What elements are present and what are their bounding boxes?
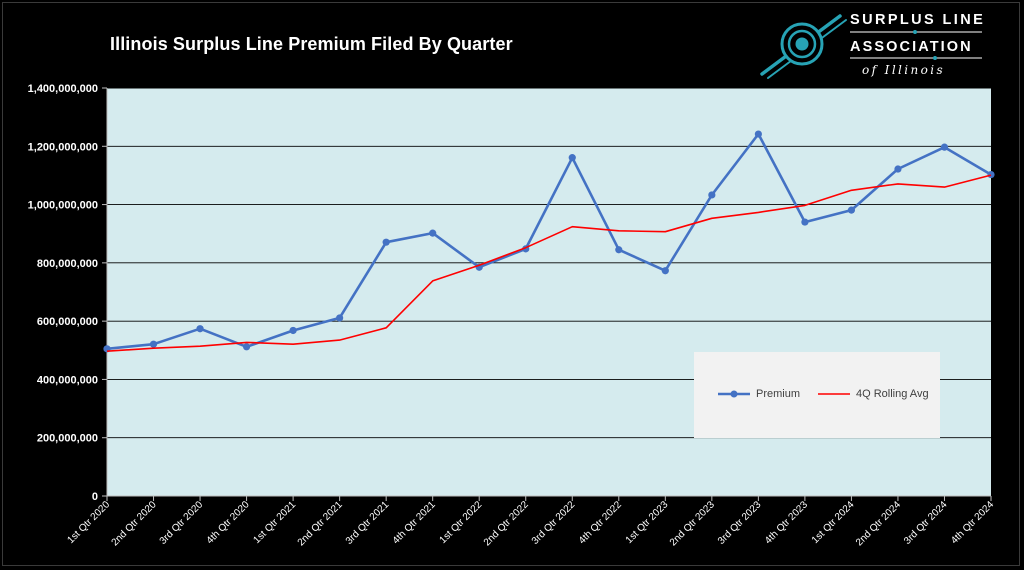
legend-swatch-rolling-avg — [818, 393, 850, 395]
x-tick-label: 1st Qtr 2022 — [438, 499, 485, 546]
legend-item-premium: Premium — [718, 388, 800, 400]
y-tick-label: 400,000,000 — [37, 374, 98, 386]
x-tick-label: 2nd Qtr 2021 — [296, 499, 345, 548]
y-tick-label: 1,400,000,000 — [28, 83, 98, 95]
legend-label-rolling-avg: 4Q Rolling Avg — [856, 388, 929, 400]
x-tick-label: 4th Qtr 2020 — [205, 499, 252, 546]
x-tick-label: 3rd Qtr 2022 — [530, 499, 578, 547]
data-point-premium — [568, 154, 576, 162]
legend-item-rolling-avg: 4Q Rolling Avg — [818, 388, 929, 400]
x-tick-label: 2nd Qtr 2022 — [482, 499, 531, 548]
x-tick-label: 4th Qtr 2021 — [391, 499, 438, 546]
series-line-premium — [106, 132, 992, 351]
data-point-premium — [708, 191, 716, 199]
data-point-premium — [940, 143, 949, 151]
data-point-premium — [754, 130, 762, 138]
y-tick-label: 1,200,000,000 — [28, 141, 98, 153]
data-point-premium — [615, 246, 623, 254]
legend: Premium 4Q Rolling Avg — [694, 352, 940, 438]
y-axis: 0 200,000,000 400,000,000 600,000,000 800,00… — [28, 83, 108, 503]
logo-text-line1: SURPLUS LINE — [850, 12, 986, 28]
y-tick-label: 800,000,000 — [37, 258, 98, 270]
x-tick-label: 1st Qtr 2020 — [65, 499, 112, 546]
x-tick-label: 3rd Qtr 2021 — [344, 499, 392, 547]
x-tick-label: 2nd Qtr 2024 — [854, 499, 903, 548]
data-point-premium — [429, 229, 437, 237]
y-tick-label: 600,000,000 — [37, 316, 98, 328]
data-point-premium — [336, 314, 344, 322]
y-tick-label: 1,000,000,000 — [28, 200, 98, 212]
series-group — [103, 130, 995, 353]
association-logo: SURPLUS LINE ASSOCIATION of Illinois — [760, 8, 990, 80]
x-tick-label: 1st Qtr 2021 — [252, 499, 299, 546]
logo-emblem-icon — [760, 14, 982, 79]
x-tick-label: 1st Qtr 2023 — [624, 499, 671, 546]
logo-text-line2: ASSOCIATION — [850, 39, 973, 55]
logo-text-line3: of Illinois — [862, 63, 946, 77]
x-tick-label: 2nd Qtr 2023 — [668, 499, 717, 548]
x-tick-label: 3rd Qtr 2023 — [716, 499, 764, 547]
x-tick-label: 2nd Qtr 2020 — [110, 499, 159, 548]
data-point-premium — [801, 218, 809, 226]
data-point-premium — [196, 325, 204, 333]
chart-title: Illinois Surplus Line Premium Filed By Q… — [110, 34, 513, 54]
x-tick-label: 4th Qtr 2024 — [949, 499, 996, 546]
data-point-premium — [847, 206, 856, 214]
data-point-premium — [987, 170, 995, 179]
x-tick-label: 3rd Qtr 2024 — [902, 499, 950, 547]
series-line-rolling-avg — [106, 174, 992, 352]
data-point-premium — [149, 340, 158, 348]
data-point-premium — [242, 343, 251, 351]
x-tick-label: 3rd Qtr 2020 — [158, 499, 206, 547]
y-tick-label: 0 — [92, 491, 98, 503]
data-point-premium — [382, 238, 390, 246]
data-point-premium — [289, 326, 297, 335]
legend-swatch-premium — [718, 390, 750, 398]
legend-label-premium: Premium — [756, 388, 801, 400]
x-tick-label: 4th Qtr 2022 — [577, 499, 624, 546]
data-point-premium — [894, 165, 902, 173]
x-tick-label: 4th Qtr 2023 — [763, 499, 810, 546]
y-tick-label: 200,000,000 — [37, 433, 98, 445]
data-point-premium — [661, 267, 669, 275]
x-tick-label: 1st Qtr 2024 — [810, 499, 857, 546]
